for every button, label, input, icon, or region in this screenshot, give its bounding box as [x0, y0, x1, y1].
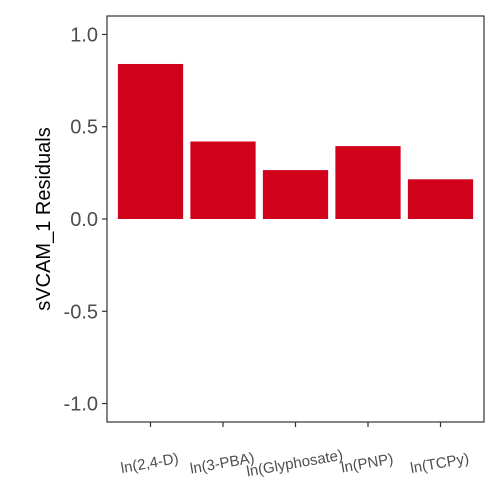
bar-1 — [190, 141, 256, 219]
x-tick-label: ln(PNP) — [340, 451, 395, 477]
y-tick-label: 0.0 — [70, 209, 98, 231]
y-tick-label: 0.5 — [70, 117, 98, 139]
y-axis-title: sVCAM_1 Residuals — [33, 127, 55, 310]
y-tick-label: -0.5 — [64, 301, 98, 323]
x-tick-label: ln(2,4-D) — [120, 450, 180, 477]
x-tick-label: ln(TCPy) — [409, 450, 470, 477]
x-axis: ln(2,4-D) ln(3-PBA)ln(Glyphosate)ln(PNP) l… — [120, 422, 470, 481]
y-tick-label: -1.0 — [64, 394, 98, 416]
x-tick-label: ln(Glyphosate) — [245, 447, 344, 481]
y-axis: 1.0 0.5 0.0 -0.5 -1.0 — [64, 24, 107, 416]
y-tick-label: 1.0 — [70, 24, 98, 46]
bar-4 — [407, 179, 474, 219]
bar-2 — [262, 170, 329, 219]
bars-group — [117, 63, 474, 220]
bar-3 — [335, 146, 401, 219]
bar-0 — [117, 63, 184, 220]
